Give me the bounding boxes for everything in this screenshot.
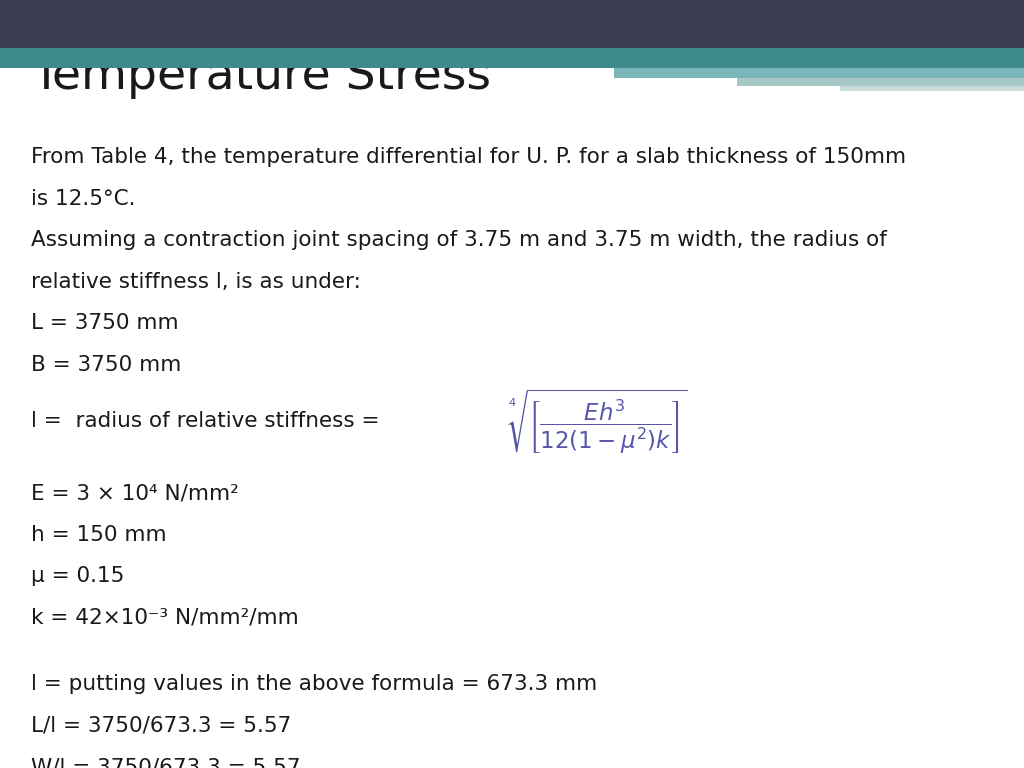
Text: Assuming a contraction joint spacing of 3.75 m and 3.75 m width, the radius of: Assuming a contraction joint spacing of … [31, 230, 887, 250]
Text: k = 42×10⁻³ N/mm²/mm: k = 42×10⁻³ N/mm²/mm [31, 607, 298, 627]
Text: B = 3750 mm: B = 3750 mm [31, 355, 181, 375]
Text: From Table 4, the temperature differential for U. P. for a slab thickness of 150: From Table 4, the temperature differenti… [31, 147, 906, 167]
Text: μ = 0.15: μ = 0.15 [31, 566, 124, 586]
Text: h = 150 mm: h = 150 mm [31, 525, 166, 545]
Text: L = 3750 mm: L = 3750 mm [31, 313, 178, 333]
Text: E = 3 × 10⁴ N/mm²: E = 3 × 10⁴ N/mm² [31, 483, 239, 503]
Text: $\sqrt[4]{\left[\dfrac{Eh^3}{12(1-\mu^2)k}\right]}$: $\sqrt[4]{\left[\dfrac{Eh^3}{12(1-\mu^2)… [507, 387, 687, 455]
Text: relative stiffness l, is as under:: relative stiffness l, is as under: [31, 272, 360, 292]
Text: l =  radius of relative stiffness =: l = radius of relative stiffness = [31, 411, 379, 431]
Text: L/l = 3750/673.3 = 5.57: L/l = 3750/673.3 = 5.57 [31, 716, 291, 736]
Text: is 12.5°C.: is 12.5°C. [31, 189, 135, 209]
Text: l = putting values in the above formula = 673.3 mm: l = putting values in the above formula … [31, 674, 597, 694]
Text: W/l = 3750/673.3 = 5.57: W/l = 3750/673.3 = 5.57 [31, 757, 300, 768]
Text: Temperature Stress: Temperature Stress [31, 54, 490, 99]
